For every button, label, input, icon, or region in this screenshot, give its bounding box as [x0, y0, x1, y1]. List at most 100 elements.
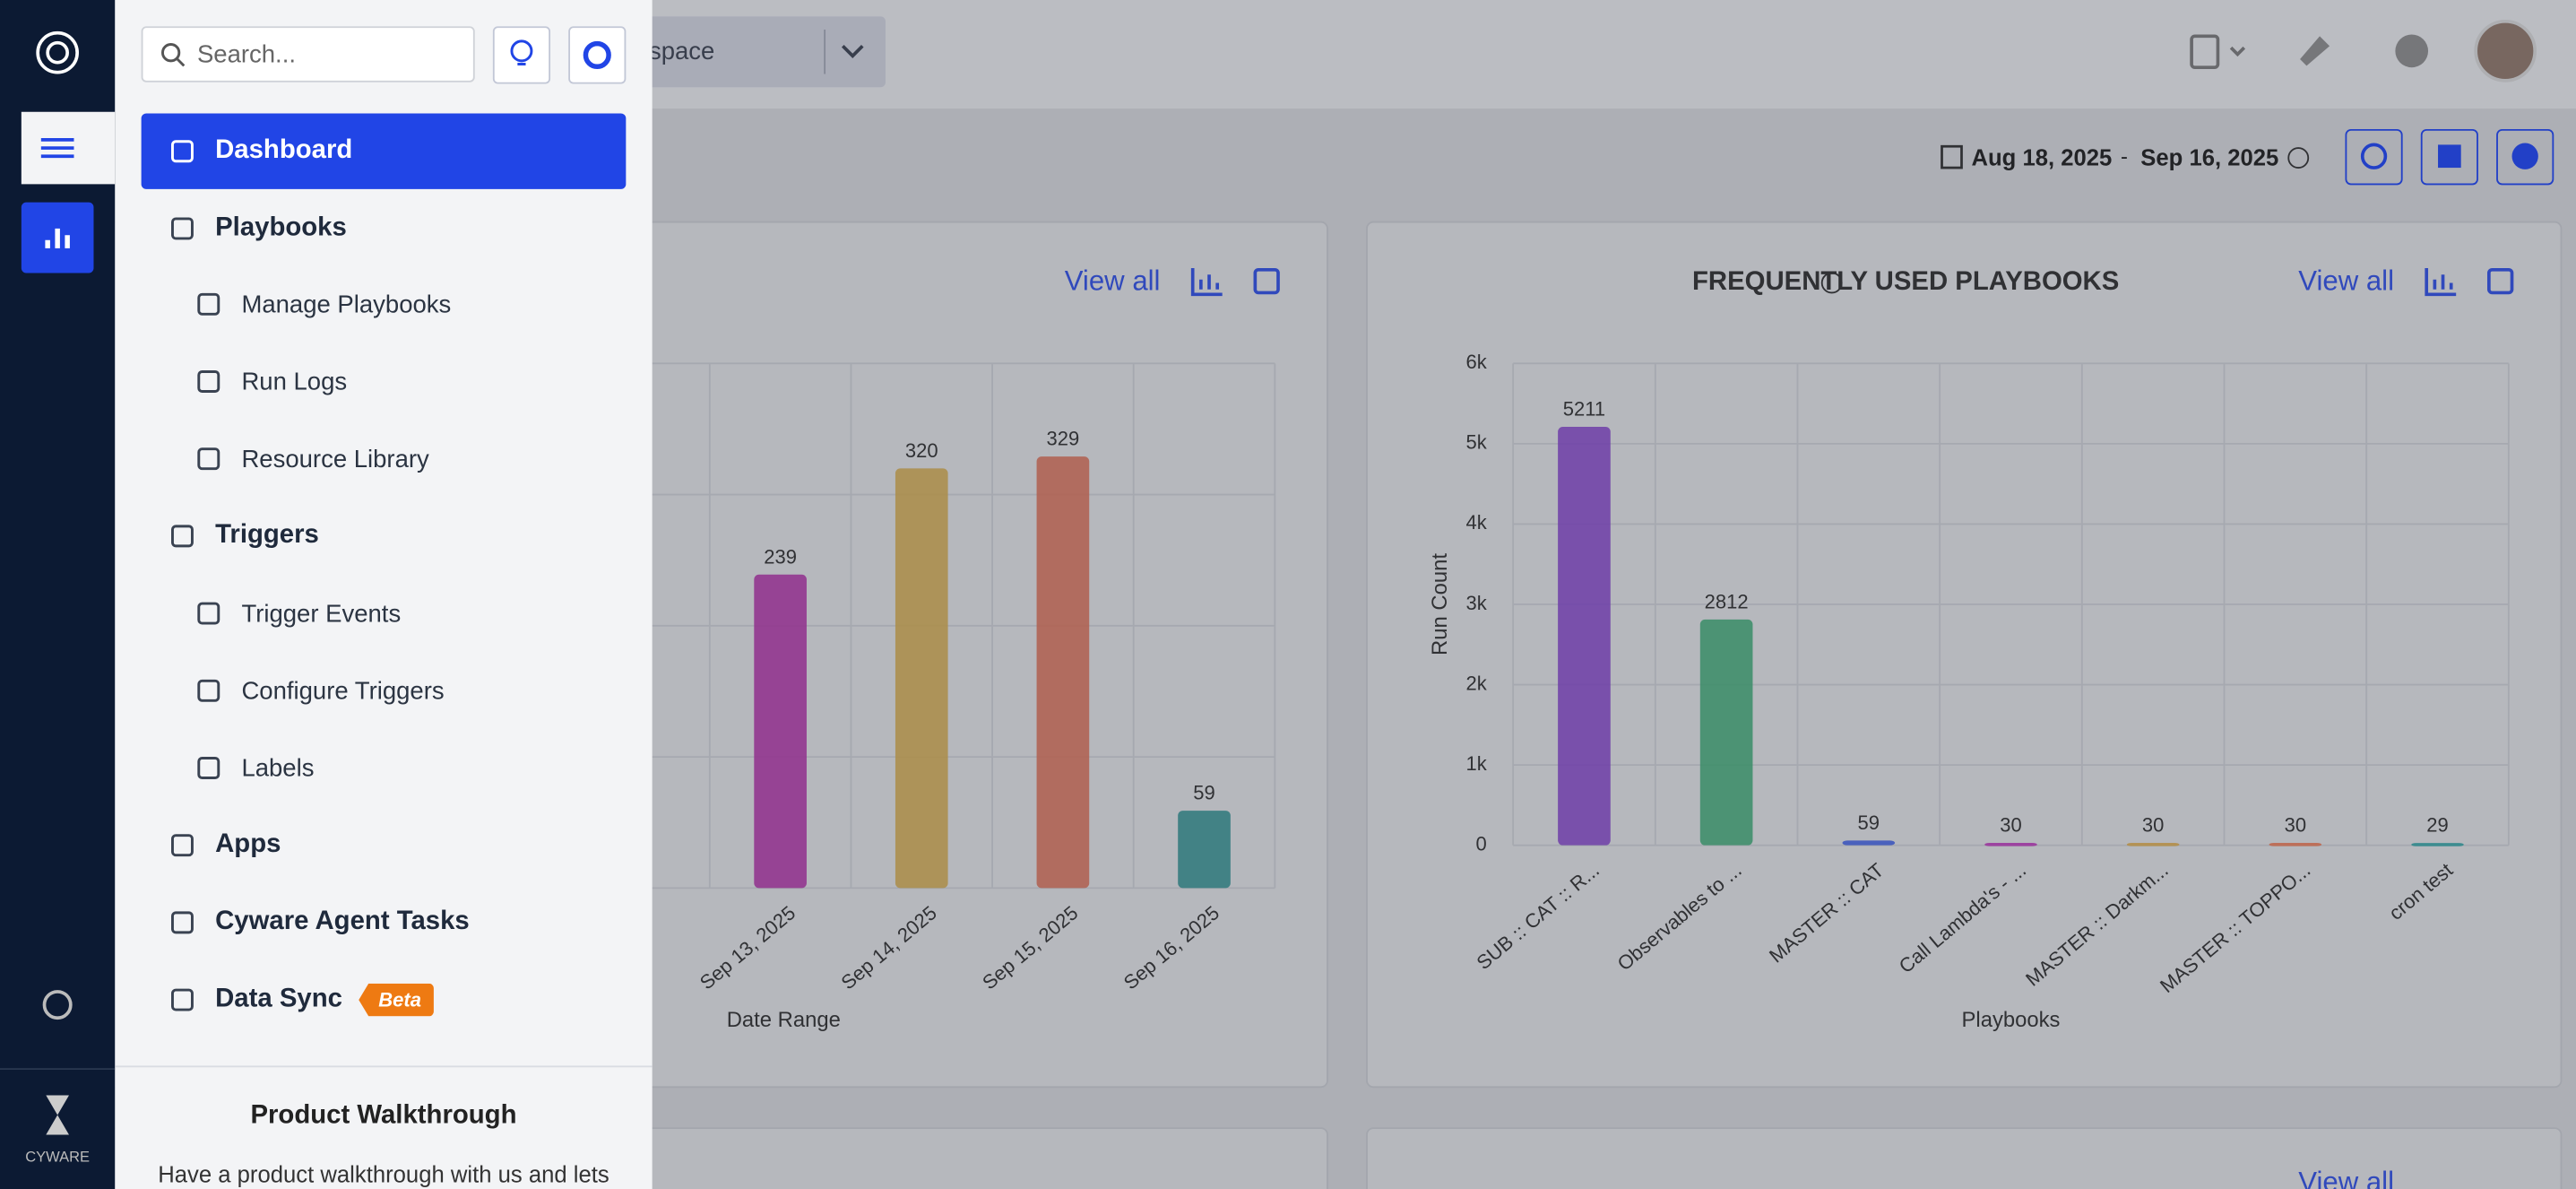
nav-icon	[170, 834, 194, 857]
nav-icon	[197, 447, 220, 471]
nav-icon	[170, 525, 194, 548]
nav-item[interactable]: Labels	[142, 730, 627, 805]
chevron	[841, 45, 864, 58]
nav-icon	[197, 679, 220, 702]
settings-button[interactable]	[568, 26, 627, 84]
value-label: 30	[2000, 813, 2021, 836]
nav-label: Triggers	[215, 521, 319, 550]
y-tick-label: 1k	[1466, 752, 1488, 775]
search-box[interactable]: Search...	[141, 26, 475, 82]
value-label: 29	[2426, 814, 2448, 837]
view-all-link[interactable]: View all	[2298, 265, 2394, 297]
nav-item[interactable]: Dashboard	[141, 113, 627, 189]
nav-icon	[197, 370, 220, 393]
nav-label: Apps	[215, 830, 281, 859]
export-icon[interactable]	[2487, 267, 2514, 295]
nav-item[interactable]: Trigger Events	[142, 576, 627, 651]
bar	[1558, 426, 1611, 846]
brand-name: CYWARE	[25, 1150, 90, 1166]
bar	[1984, 842, 2037, 846]
value-label: 30	[2142, 813, 2164, 836]
bar	[1178, 811, 1231, 889]
bar	[754, 574, 807, 889]
nav-label: Trigger Events	[241, 599, 402, 628]
tips-button[interactable]	[492, 26, 551, 84]
walkthrough-text: Have a product walkthrough with us and l…	[158, 1160, 609, 1188]
value-label: 30	[2285, 813, 2306, 836]
date-start[interactable]: Aug 18, 2025	[1971, 146, 2112, 171]
info-icon	[1820, 272, 1843, 294]
badge: Beta	[359, 983, 435, 1017]
refresh-button[interactable]	[2345, 128, 2403, 186]
nav-label: Run Logs	[241, 367, 348, 396]
nav-item[interactable]: Run Logs	[142, 343, 627, 419]
rail: CYWARE	[0, 0, 116, 1189]
rail-icons: CYWARE	[0, 30, 116, 1166]
avatar[interactable]	[2474, 20, 2537, 82]
date-separator: -	[2121, 144, 2128, 169]
nav-label: Dashboard	[215, 136, 353, 165]
info-icon	[2287, 147, 2310, 169]
nav-icon	[170, 988, 194, 1011]
y-tick-label: 3k	[1466, 592, 1488, 614]
nav-icon	[170, 911, 194, 934]
view-all-link[interactable]: View all	[2298, 1167, 2394, 1189]
nav-label: Playbooks	[215, 213, 347, 242]
nav-item[interactable]: Resource Library	[142, 421, 627, 497]
chart-panel	[1366, 1127, 2563, 1189]
workspace-select[interactable]	[624, 16, 886, 88]
value-label: 2812	[1705, 590, 1749, 612]
bar	[895, 468, 948, 889]
value-label: 239	[764, 545, 797, 568]
nav-panel: Search... Dashboard Playbooks Manage Playb…	[115, 0, 653, 1189]
date-end[interactable]: Sep 16, 2025	[2140, 146, 2278, 171]
view-all-link[interactable]: View all	[1065, 265, 1161, 297]
nav-label: Cyware Agent Tasks	[215, 907, 470, 936]
export-icon[interactable]	[1253, 267, 1280, 295]
chart-icon[interactable]	[1190, 267, 1223, 297]
y-tick-label: 2k	[1466, 672, 1488, 694]
brand-logo	[46, 1095, 69, 1135]
nav-icon	[197, 757, 220, 779]
help-icon[interactable]	[2395, 34, 2429, 68]
logo	[36, 30, 79, 74]
notify-icon[interactable]	[2300, 36, 2330, 66]
value-label: 5211	[1563, 397, 1605, 420]
value-label: 59	[1193, 782, 1215, 804]
nav-item[interactable]: Cyware Agent Tasks	[142, 885, 627, 960]
bar	[1699, 619, 1753, 846]
value-label: 329	[1047, 428, 1080, 450]
fullscreen-button[interactable]	[2420, 128, 2478, 186]
nav-icon	[170, 217, 194, 240]
nav-item[interactable]: Playbooks	[142, 191, 627, 266]
bar	[2269, 842, 2322, 846]
chart-icon[interactable]	[2425, 267, 2457, 297]
nav-item[interactable]: Triggers	[142, 499, 627, 574]
settings-icon[interactable]	[42, 990, 73, 1020]
value-label: 320	[905, 439, 938, 462]
walkthrough-title: Product Walkthrough	[250, 1101, 517, 1130]
chevron	[2229, 46, 2246, 57]
report-icon[interactable]	[2190, 34, 2220, 70]
x-axis-label: Playbooks	[1962, 1008, 2061, 1032]
y-tick-label: 5k	[1466, 431, 1488, 454]
bar	[1036, 456, 1090, 889]
moon-icon	[2511, 143, 2538, 169]
nav-item[interactable]: Manage Playbooks	[142, 266, 627, 342]
bar	[2411, 843, 2464, 846]
y-axis-label: Run Count	[1428, 553, 1452, 655]
nav-label: Data Sync	[215, 985, 342, 1013]
search-icon	[160, 43, 186, 67]
nav-item[interactable]: Configure Triggers	[142, 653, 627, 728]
nav-icon	[197, 292, 220, 316]
nav-icon	[170, 140, 194, 163]
y-tick-label: 6k	[1466, 351, 1488, 373]
nav-label: Configure Triggers	[241, 676, 445, 705]
y-tick-label: 4k	[1466, 511, 1488, 534]
nav-item[interactable]: Data Sync Beta	[142, 962, 627, 1037]
nav-item[interactable]: Apps	[142, 808, 627, 883]
theme-button[interactable]	[2496, 128, 2554, 186]
x-axis-label: Date Range	[727, 1008, 841, 1032]
logo	[46, 40, 69, 65]
